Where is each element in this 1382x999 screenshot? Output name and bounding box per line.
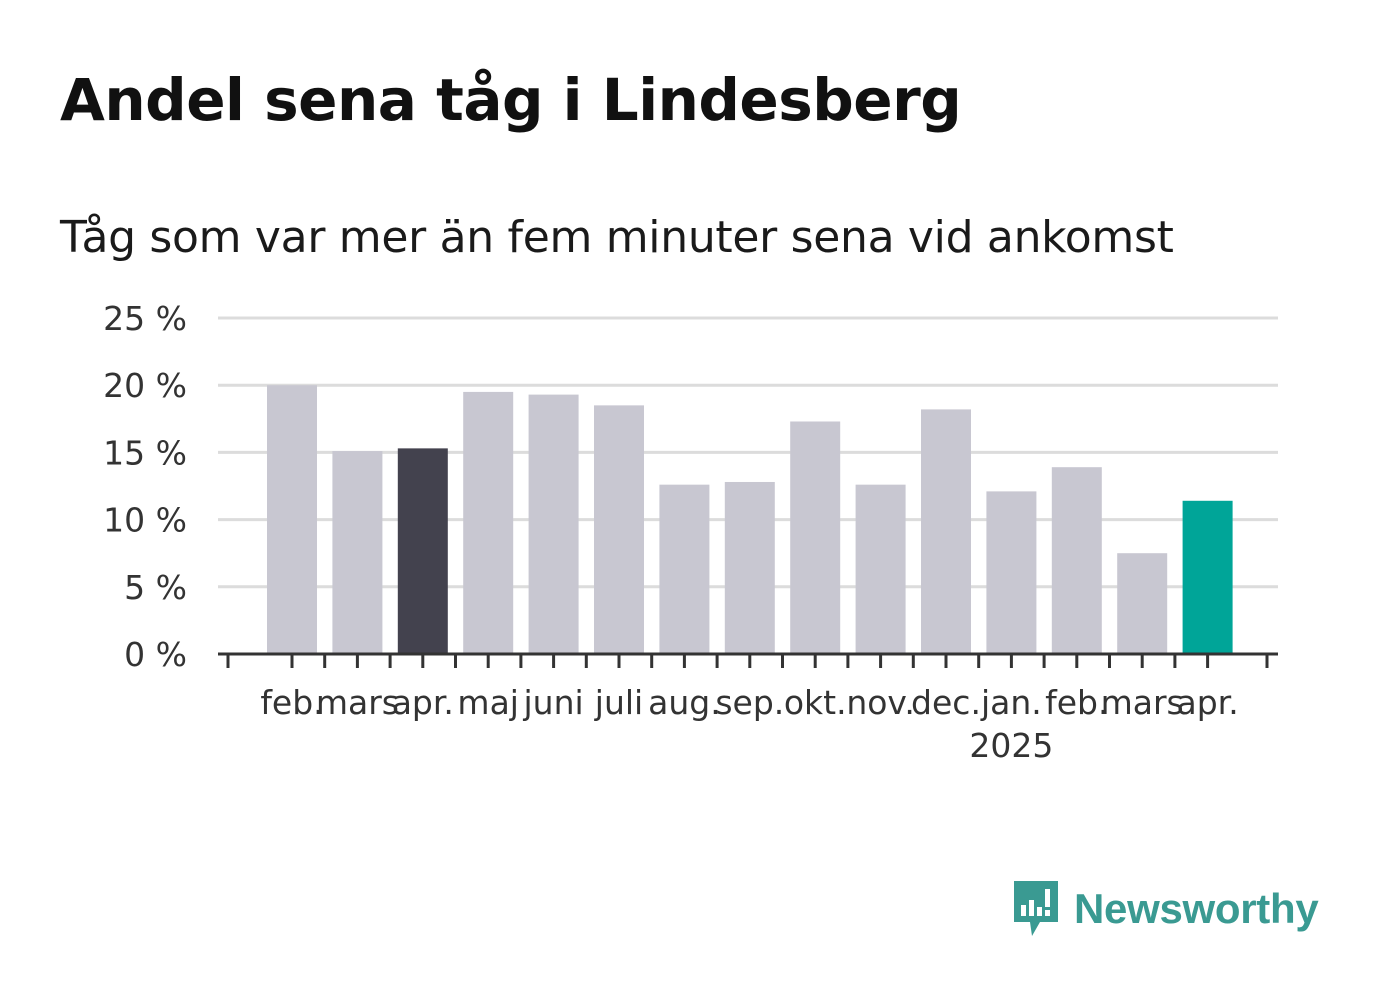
x-tick-label: juni: [523, 683, 584, 722]
x-tick-label: maj: [457, 683, 519, 722]
x-tick-label: apr.: [392, 683, 454, 722]
brand-name: Newsworthy: [1074, 885, 1319, 932]
x-tick-label: jan.: [980, 683, 1042, 722]
x-tick-label: sep.: [715, 683, 784, 722]
bars: [267, 385, 1233, 654]
y-tick-label: 25 %: [103, 299, 187, 338]
bar: [1051, 467, 1102, 654]
bar: [1182, 500, 1233, 654]
y-tick-label: 0 %: [124, 635, 187, 674]
newsworthy-logo[interactable]: Newsworthy: [1010, 878, 1319, 940]
y-tick-label: 10 %: [103, 501, 187, 540]
x-tick-label: aug.: [648, 683, 721, 722]
x-year-label: 2025: [969, 726, 1053, 765]
x-axis: [218, 652, 1278, 668]
bar: [986, 491, 1037, 654]
bar: [463, 391, 514, 654]
x-tick-label: feb.: [260, 683, 323, 722]
bar: [921, 409, 971, 654]
x-tick-label: feb.: [1045, 683, 1108, 722]
bar: [1117, 553, 1168, 654]
bar: [594, 405, 644, 654]
newsworthy-logo-icon: [1014, 881, 1058, 936]
x-tick-label: apr.: [1176, 683, 1238, 722]
bar: [528, 394, 579, 654]
y-tick-label: 15 %: [103, 433, 187, 472]
bar: [724, 481, 775, 654]
bar: [332, 451, 383, 654]
x-tick-label: okt.: [784, 683, 847, 722]
x-tick-label: nov.: [846, 683, 915, 722]
bar: [855, 484, 906, 654]
x-tick-label: juli: [594, 683, 643, 722]
y-tick-label: 5 %: [124, 568, 187, 607]
x-tick-label: dec.: [911, 683, 981, 722]
y-axis-tick-labels: 0 % 5 % 10 % 15 % 20 % 25 %: [103, 299, 187, 674]
x-tick-label: mars: [316, 683, 399, 722]
chart-subtitle: Tåg som var mer än fem minuter sena vid …: [60, 212, 1174, 263]
x-tick-label: mars: [1101, 683, 1184, 722]
chart-title: Andel sena tåg i Lindesberg: [60, 66, 962, 134]
bar: [659, 484, 710, 654]
bar: [790, 421, 841, 654]
y-tick-label: 20 %: [103, 366, 187, 405]
bar: [267, 385, 317, 654]
bar: [397, 448, 448, 654]
